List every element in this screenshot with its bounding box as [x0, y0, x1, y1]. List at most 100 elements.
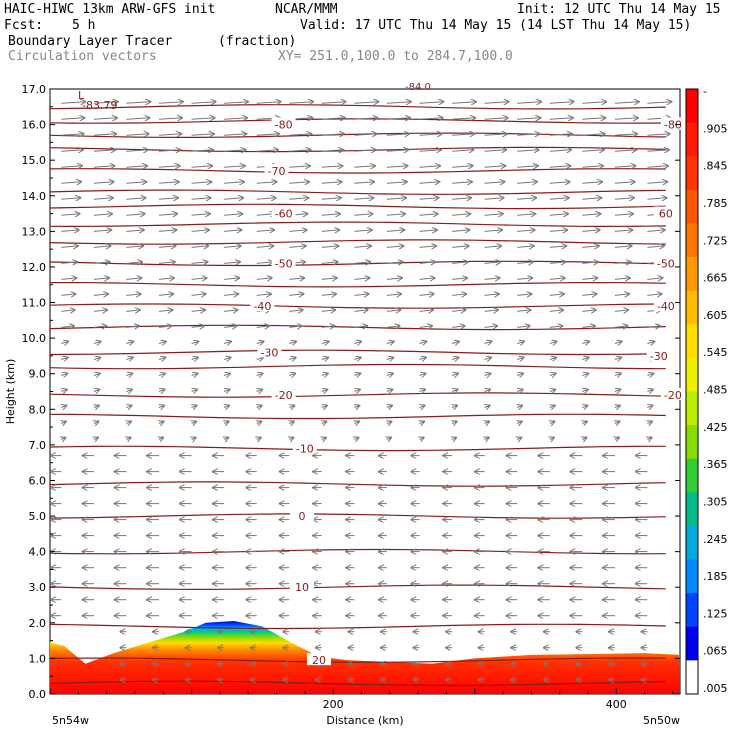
isotherm-line	[49, 221, 666, 228]
valid-time: Valid: 17 UTC Thu 14 May 15 (14 LST Thu …	[300, 18, 692, 33]
circulation-vector	[191, 246, 209, 248]
circulation-vector	[451, 374, 458, 376]
circulation-vector	[61, 406, 66, 408]
circulation-vector	[224, 422, 229, 424]
circulation-vector	[257, 406, 262, 408]
colorbar-label: -	[703, 85, 707, 98]
circulation-vector	[159, 422, 164, 424]
circulation-vector	[485, 390, 491, 392]
circulation-vector	[386, 134, 409, 136]
circulation-vector	[158, 182, 179, 184]
circulation-vector	[224, 262, 240, 264]
circulation-vector	[158, 342, 166, 344]
circulation-vector	[289, 166, 310, 168]
circulation-vector	[517, 278, 532, 280]
circulation-vector	[158, 198, 178, 200]
circulation-vector	[224, 134, 246, 136]
circulation-vector	[126, 214, 144, 216]
circulation-vector	[61, 326, 74, 328]
circulation-vector	[386, 262, 403, 264]
field1-units: (fraction)	[218, 34, 297, 49]
circulation-vector	[61, 182, 81, 184]
isotherm-line	[49, 203, 666, 210]
colorbar-label: .605	[703, 309, 728, 322]
colorbar-frame	[685, 88, 699, 695]
isotherm-line	[49, 657, 666, 663]
circulation-vector	[256, 262, 273, 264]
circulation-vector	[517, 102, 541, 104]
circulation-vector	[386, 214, 405, 216]
circulation-vector	[224, 118, 247, 120]
circulation-vector	[549, 310, 563, 312]
isotherm-line	[49, 623, 666, 630]
circulation-vector	[61, 342, 68, 344]
colorbar-label: .365	[703, 458, 728, 471]
circulation-vector	[647, 102, 671, 104]
isotherm-label: -70	[268, 165, 286, 178]
circulation-vector	[61, 102, 85, 104]
circulation-vector	[289, 134, 311, 136]
circulation-vector	[158, 214, 177, 216]
y-tick-label: 13.0	[22, 225, 47, 238]
circulation-vector	[289, 246, 306, 248]
circulation-vector	[257, 422, 262, 424]
circulation-vector	[224, 150, 246, 152]
isotherm-line	[49, 363, 666, 370]
colorbar-segment	[686, 156, 698, 191]
circulation-vector	[354, 166, 375, 168]
circulation-vector	[452, 422, 457, 424]
circulation-vector	[386, 118, 410, 120]
circulation-vector	[224, 294, 238, 296]
circulation-vector	[614, 166, 636, 168]
isotherm-label: -10	[296, 442, 314, 455]
left-end-label: 5n54w	[52, 714, 89, 727]
circulation-vector	[191, 358, 198, 360]
circulation-vector	[386, 294, 401, 296]
circulation-vector	[159, 390, 165, 392]
circulation-vector	[484, 246, 502, 248]
circulation-vector	[93, 294, 108, 296]
isotherm-label-bg	[653, 206, 678, 219]
circulation-vector	[354, 230, 371, 232]
circulation-vector	[452, 118, 475, 120]
y-tick-label: 9.0	[29, 368, 47, 381]
circulation-vector	[354, 406, 359, 408]
circulation-vector	[224, 102, 248, 104]
circulation-vector	[614, 102, 639, 104]
circulation-vector	[452, 166, 473, 168]
circulation-vector	[517, 182, 537, 184]
colorbar-label: .545	[703, 346, 728, 359]
circulation-vector	[159, 438, 163, 440]
circulation-vector	[289, 438, 293, 440]
circulation-vector	[321, 246, 339, 248]
circulation-vector	[614, 198, 634, 200]
isotherm-label: 0	[299, 510, 306, 523]
circulation-vector	[289, 278, 304, 280]
isotherm-label-bg	[292, 441, 317, 454]
circulation-vector	[484, 374, 491, 376]
circulation-vector	[256, 326, 270, 328]
isotherm-label: -50	[275, 257, 293, 270]
circulation-vector	[419, 374, 426, 376]
circulation-vector	[386, 310, 400, 312]
circulation-vector	[419, 342, 427, 344]
circulation-vector	[61, 198, 80, 200]
circulation-vector	[419, 102, 444, 104]
circulation-vector	[582, 166, 603, 168]
isotherm-label-bg	[271, 117, 296, 130]
circulation-vector	[321, 134, 344, 136]
circulation-vector	[452, 406, 457, 408]
colorbar-segment	[686, 290, 698, 325]
circulation-vector	[191, 150, 213, 152]
circulation-vector	[126, 438, 130, 440]
circulation-vector	[158, 294, 173, 296]
circulation-vector	[224, 326, 237, 328]
circulation-vector	[420, 390, 426, 392]
circulation-vector	[647, 342, 654, 344]
y-tick-label: 5.0	[29, 510, 47, 523]
colorbar-segment	[686, 324, 698, 359]
isotherm-line	[49, 584, 666, 591]
y-tick-label: 12.0	[22, 261, 47, 274]
isotherm-label: 60	[659, 208, 673, 221]
circulation-vector	[223, 358, 230, 360]
